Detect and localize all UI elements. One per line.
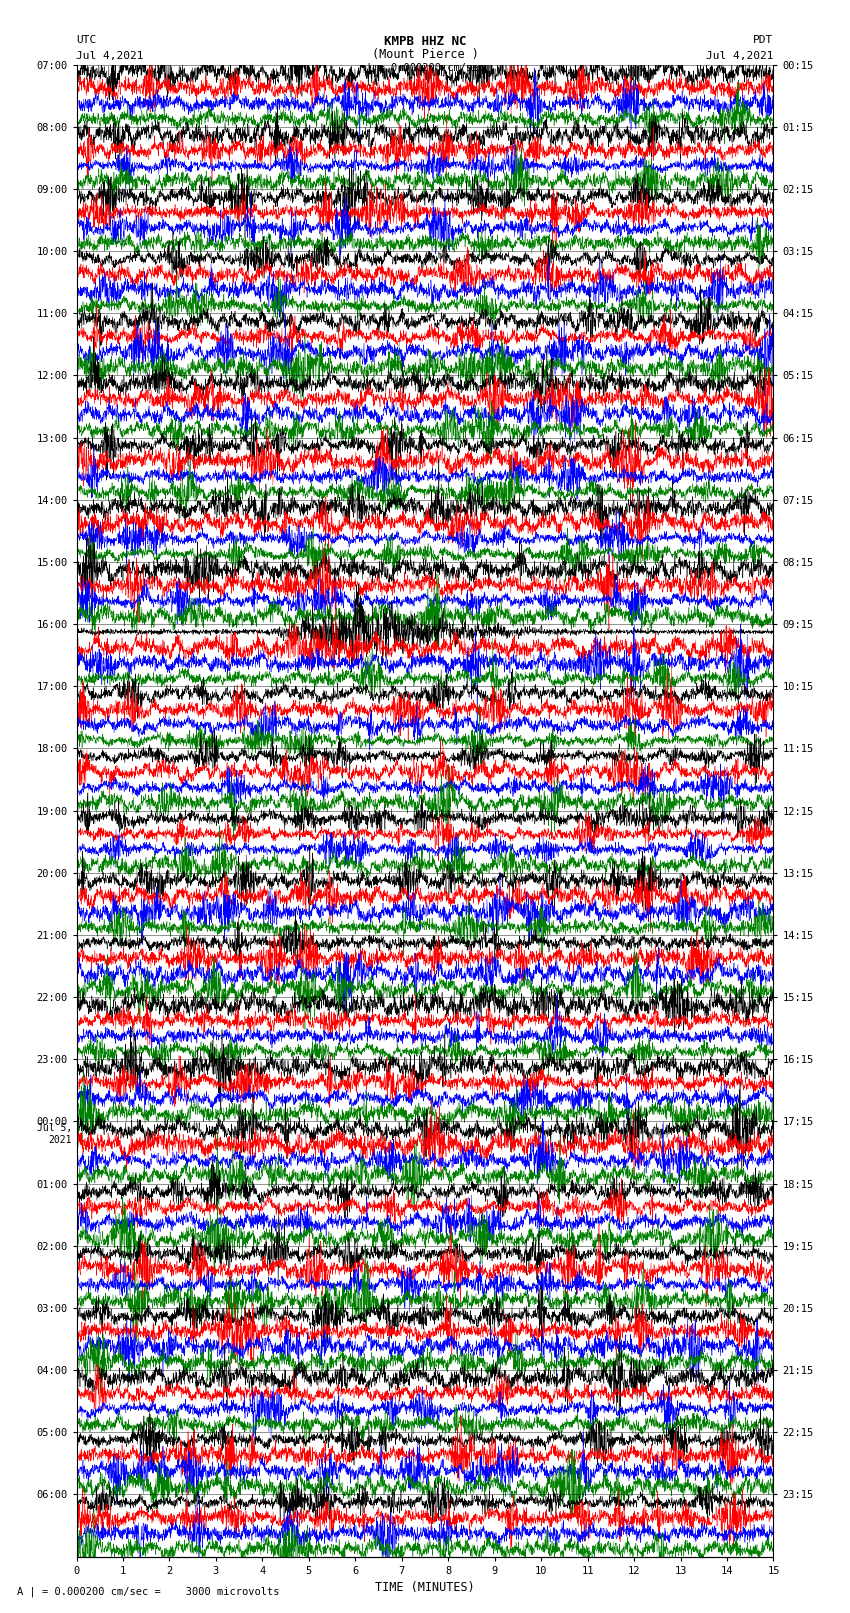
Text: A | = 0.000200 cm/sec =    3000 microvolts: A | = 0.000200 cm/sec = 3000 microvolts <box>17 1586 280 1597</box>
Text: Jul 5,
2021: Jul 5, 2021 <box>37 1124 72 1145</box>
Text: | = 0.000200 cm/sec: | = 0.000200 cm/sec <box>366 61 484 73</box>
Text: PDT: PDT <box>753 35 774 45</box>
Text: (Mount Pierce ): (Mount Pierce ) <box>371 48 479 61</box>
Text: KMPB HHZ NC: KMPB HHZ NC <box>383 35 467 48</box>
Text: UTC: UTC <box>76 35 97 45</box>
X-axis label: TIME (MINUTES): TIME (MINUTES) <box>375 1581 475 1594</box>
Text: Jul 4,2021: Jul 4,2021 <box>76 52 144 61</box>
Text: Jul 4,2021: Jul 4,2021 <box>706 52 774 61</box>
